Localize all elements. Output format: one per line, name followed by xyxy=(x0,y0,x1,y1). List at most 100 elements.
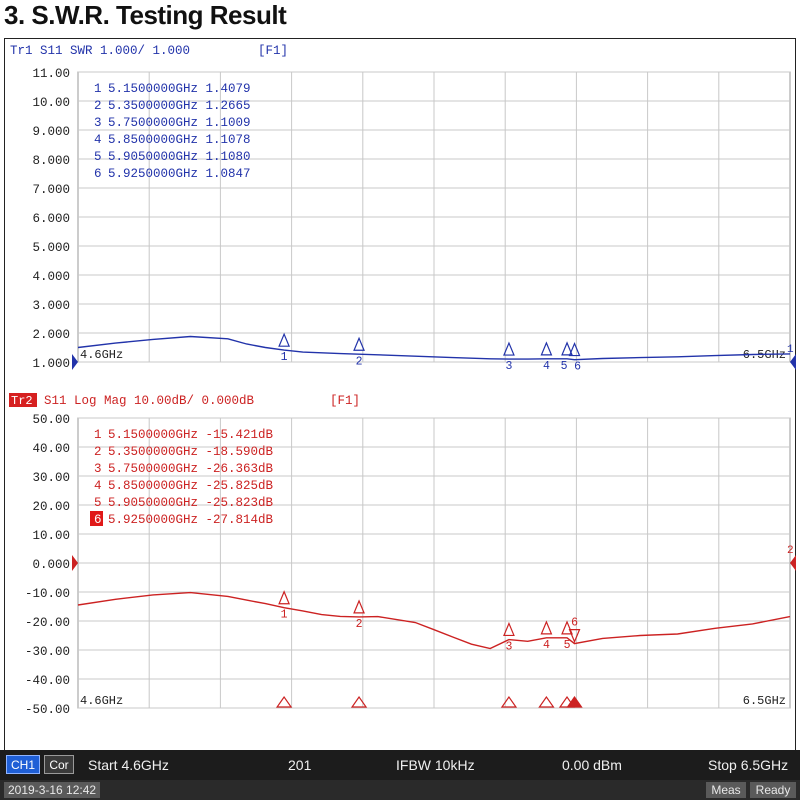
top-marker-id: 1 xyxy=(94,82,102,96)
bottom-marker-label: 3 xyxy=(505,640,512,653)
bottom-y-tick-label: -40.00 xyxy=(25,674,70,688)
top-marker-readout: 5.3500000GHz 1.2665 xyxy=(108,99,251,113)
ready-indicator: Ready xyxy=(750,782,796,798)
tr2-badge-bg[interactable] xyxy=(9,393,37,407)
bottom-marker-id: 5 xyxy=(94,496,102,510)
top-marker-label: 1 xyxy=(281,351,288,364)
bottom-trace-line xyxy=(77,591,791,650)
bottom-y-tick-label: -30.00 xyxy=(25,645,70,659)
bottom-marker-id: 1 xyxy=(94,428,102,442)
bottom-x-end-label: 6.5GHz xyxy=(743,694,786,708)
bottom-y-tick-label: 10.00 xyxy=(32,529,70,543)
top-marker-id: 4 xyxy=(94,133,102,147)
top-ref-label: 1 xyxy=(787,344,794,356)
start-frequency[interactable]: Start 4.6GHz xyxy=(88,757,169,773)
top-marker-triangle xyxy=(540,341,553,356)
top-y-tick-label: 1.000 xyxy=(32,357,70,371)
bottom-y-tick-label: -50.00 xyxy=(25,703,70,717)
top-marker-triangle xyxy=(353,336,365,351)
bottom-marker-triangle xyxy=(503,621,515,637)
bottom-marker-id: 6 xyxy=(94,513,102,527)
top-marker-label: 2 xyxy=(356,355,363,368)
bottom-marker-label: 4 xyxy=(543,639,550,652)
top-marker-triangle xyxy=(561,341,573,356)
top-marker-id: 6 xyxy=(94,167,102,181)
top-y-tick-label: 9.000 xyxy=(32,125,70,139)
bottom-marker-label: 1 xyxy=(281,609,288,622)
top-ref-arrow-left xyxy=(72,354,78,370)
bottom-y-tick-label: 30.00 xyxy=(32,471,70,485)
channel-status-bar: CH1 Cor Start 4.6GHz 201 IFBW 10kHz 0.00… xyxy=(0,750,800,780)
top-marker-readout: 5.9250000GHz 1.0847 xyxy=(108,167,251,181)
top-y-tick-label: 5.000 xyxy=(32,241,70,255)
bottom-marker-triangle xyxy=(278,590,291,605)
bottom-x-start-label: 4.6GHz xyxy=(80,694,123,708)
bottom-marker-triangle xyxy=(540,620,553,635)
bottom-trace-header[interactable]: S11 Log Mag 10.00dB/ 0.000dB xyxy=(44,394,255,408)
bottom-ref-arrow-left xyxy=(72,555,78,571)
top-y-tick-label: 8.000 xyxy=(32,154,70,168)
bottom-y-tick-label: -20.00 xyxy=(25,616,70,630)
top-marker-readout: 5.8500000GHz 1.1078 xyxy=(108,133,251,147)
bottom-baseline-marker xyxy=(500,695,518,708)
top-y-tick-label: 10.00 xyxy=(32,96,70,110)
bottom-marker-triangle xyxy=(561,620,573,635)
top-marker-id: 2 xyxy=(94,99,102,113)
bottom-marker-id: 3 xyxy=(94,462,102,476)
bottom-baseline-marker xyxy=(350,695,368,708)
bottom-marker-readout: 5.3500000GHz -18.590dB xyxy=(108,445,274,459)
bottom-y-tick-label: 40.00 xyxy=(32,442,70,456)
top-marker-label: 5 xyxy=(561,360,568,373)
bottom-active-marker-badge xyxy=(90,511,103,526)
bottom-trace-flag: [F1] xyxy=(330,394,360,408)
top-marker-readout: 5.9050000GHz 1.1080 xyxy=(108,150,251,164)
page-heading: 3. S.W.R. Testing Result xyxy=(4,0,287,30)
bottom-ref-label: 2 xyxy=(787,545,794,557)
datetime-display: 2019-3-16 12:42 xyxy=(4,782,101,798)
cor-button[interactable]: Cor xyxy=(44,755,74,774)
bottom-marker-readout: 5.8500000GHz -25.825dB xyxy=(108,479,274,493)
bottom-y-tick-label: 0.000 xyxy=(32,558,70,572)
bottom-marker-readout: 5.9250000GHz -27.814dB xyxy=(108,513,274,527)
bottom-marker-readout: 5.7500000GHz -26.363dB xyxy=(108,462,274,476)
top-y-tick-label: 6.000 xyxy=(32,212,70,226)
ifbw-setting[interactable]: IFBW 10kHz xyxy=(396,757,475,773)
bottom-marker-label: 5 xyxy=(564,639,571,652)
bottom-y-tick-label: 20.00 xyxy=(32,500,70,514)
sweep-points[interactable]: 201 xyxy=(288,757,312,773)
analyzer-screen xyxy=(4,38,796,800)
bottom-marker-id: 4 xyxy=(94,479,102,493)
bottom-marker-readout: 5.1500000GHz -15.421dB xyxy=(108,428,274,442)
top-trace-flag: [F1] xyxy=(258,44,288,58)
bottom-marker-triangle xyxy=(353,599,365,614)
top-marker-id: 5 xyxy=(94,150,102,164)
swr-plot: 11.00 10.00 9.000 8.000 7.000 6.000 5.000 4.000… xyxy=(32,67,796,374)
instrument-bottom-bar: 2019-3-16 12:42 Meas Ready xyxy=(0,780,800,800)
bottom-marker-id: 2 xyxy=(94,445,102,459)
top-marker-triangle xyxy=(568,341,581,357)
top-x-start-label: 4.6GHz xyxy=(80,348,123,362)
top-marker-label: 4 xyxy=(543,360,550,373)
top-trace-header[interactable]: Tr1 S11 SWR 1.000/ 1.000 xyxy=(10,44,190,58)
top-ref-arrow-right xyxy=(790,354,796,370)
top-marker-label: 3 xyxy=(505,360,512,373)
top-marker-triangle xyxy=(278,332,291,347)
bottom-y-tick-label: 50.00 xyxy=(32,413,70,427)
top-trace-line xyxy=(77,335,791,361)
top-y-tick-label: 2.000 xyxy=(32,328,70,342)
top-marker-readout: 5.1500000GHz 1.4079 xyxy=(108,82,251,96)
top-y-tick-label: 3.000 xyxy=(32,299,70,313)
bottom-marker-readout: 5.9050000GHz -25.823dB xyxy=(108,496,274,510)
logmag-plot: 50.00 40.00 30.00 20.00 10.00 0.000 -10.00 -20.… xyxy=(25,413,796,717)
top-marker-id: 3 xyxy=(94,116,102,130)
top-marker-triangle xyxy=(503,341,515,356)
bottom-marker-label: 6 xyxy=(571,617,578,630)
ch1-button[interactable]: CH1 xyxy=(6,755,40,774)
tr2-badge[interactable]: Tr2 xyxy=(11,394,33,408)
bottom-baseline-marker xyxy=(538,695,555,708)
meas-indicator: Meas xyxy=(706,782,746,798)
top-marker-label: 6 xyxy=(574,361,581,374)
stop-frequency[interactable]: Stop 6.5GHz xyxy=(708,757,789,773)
bottom-marker-label: 2 xyxy=(356,618,363,631)
power-level[interactable]: 0.00 dBm xyxy=(562,757,622,773)
